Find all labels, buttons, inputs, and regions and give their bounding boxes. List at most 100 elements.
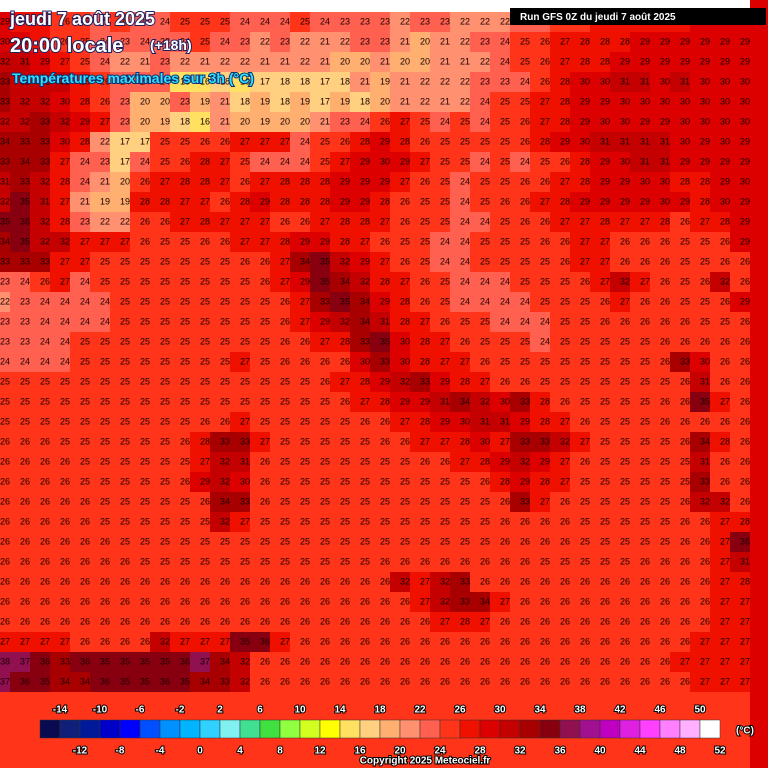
cell-value: 28 xyxy=(400,316,410,326)
cell-fill xyxy=(10,232,30,252)
cell-value: 28 xyxy=(200,436,210,446)
cell-value: 26 xyxy=(660,416,670,426)
cell-fill xyxy=(110,72,130,92)
cell-value: 22 xyxy=(460,16,470,26)
cell-value: 25 xyxy=(640,376,650,386)
cell-value: 30 xyxy=(600,116,610,126)
cell-value: 25 xyxy=(260,516,270,526)
cell-fill xyxy=(430,512,450,532)
cell-fill xyxy=(110,272,130,292)
cell-value: 26 xyxy=(360,576,370,586)
cell-value: 25 xyxy=(400,496,410,506)
cell-fill xyxy=(390,272,410,292)
cell-value: 28 xyxy=(380,196,390,206)
cell-fill xyxy=(50,372,70,392)
cell-value: 22 xyxy=(500,16,510,26)
cell-fill xyxy=(210,352,230,372)
cell-value: 26 xyxy=(360,636,370,646)
cell-value: 25 xyxy=(200,256,210,266)
legend-swatch xyxy=(419,719,441,739)
cell-fill xyxy=(130,112,150,132)
cell-fill xyxy=(390,72,410,92)
cell-fill xyxy=(0,132,10,152)
cell-value: 27 xyxy=(560,56,570,66)
cell-fill xyxy=(190,252,210,272)
cell-fill xyxy=(490,492,510,512)
cell-fill xyxy=(390,412,410,432)
cell-fill xyxy=(90,232,110,252)
cell-fill xyxy=(130,152,150,172)
cell-value: 25 xyxy=(400,236,410,246)
cell-value: 25 xyxy=(520,336,530,346)
cell-value: 25 xyxy=(220,16,230,26)
cell-value: 25 xyxy=(620,456,630,466)
cell-value: 26 xyxy=(400,636,410,646)
cell-fill xyxy=(150,312,170,332)
cell-fill xyxy=(190,152,210,172)
cell-fill xyxy=(90,172,110,192)
cell-fill xyxy=(470,332,490,352)
cell-value: 25 xyxy=(100,496,110,506)
cell-value: 25 xyxy=(140,336,150,346)
cell-value: 24 xyxy=(520,156,530,166)
cell-value: 22 xyxy=(340,36,350,46)
cell-fill xyxy=(10,312,30,332)
cell-value: 25 xyxy=(280,396,290,406)
cell-value: 26 xyxy=(20,576,30,586)
cell-value: 26 xyxy=(400,656,410,666)
cell-value: 26 xyxy=(600,676,610,686)
cell-fill xyxy=(110,132,130,152)
legend-label: 14 xyxy=(334,705,346,716)
cell-value: 25 xyxy=(140,496,150,506)
cell-fill xyxy=(470,52,490,72)
cell-value: 33 xyxy=(60,656,70,666)
cell-value: 26 xyxy=(180,576,190,586)
cell-fill xyxy=(10,432,30,452)
cell-value: 25 xyxy=(500,116,510,126)
cell-fill xyxy=(0,472,10,492)
cell-fill xyxy=(690,232,710,252)
cell-fill xyxy=(210,412,230,432)
cell-value: 26 xyxy=(420,556,430,566)
cell-value: 25 xyxy=(300,16,310,26)
cell-value: 32 xyxy=(0,196,10,206)
cell-value: 26 xyxy=(540,36,550,46)
cell-value: 25 xyxy=(140,416,150,426)
cell-fill xyxy=(710,52,730,72)
cell-value: 25 xyxy=(200,356,210,366)
cell-value: 25 xyxy=(360,516,370,526)
cell-value: 32 xyxy=(40,216,50,226)
cell-fill xyxy=(170,232,190,252)
cell-value: 24 xyxy=(500,276,510,286)
cell-value: 26 xyxy=(220,416,230,426)
cell-fill xyxy=(450,192,470,212)
cell-fill xyxy=(170,92,190,112)
cell-value: 26 xyxy=(660,316,670,326)
cell-fill xyxy=(490,52,510,72)
cell-fill xyxy=(130,352,150,372)
cell-fill xyxy=(270,212,290,232)
cell-fill xyxy=(290,92,310,112)
cell-fill xyxy=(450,332,470,352)
cell-value: 25 xyxy=(580,356,590,366)
cell-value: 26 xyxy=(340,676,350,686)
cell-fill xyxy=(630,52,650,72)
cell-value: 26 xyxy=(720,456,730,466)
cell-fill xyxy=(430,172,450,192)
cell-fill xyxy=(590,252,610,272)
cell-value: 25 xyxy=(200,276,210,286)
cell-fill xyxy=(730,252,750,272)
cell-value: 31 xyxy=(640,156,650,166)
cell-fill xyxy=(330,172,350,192)
cell-fill xyxy=(510,72,530,92)
cell-value: 29 xyxy=(700,36,710,46)
cell-value: 32 xyxy=(360,276,370,286)
cell-value: 25 xyxy=(260,336,270,346)
cell-value: 29 xyxy=(580,196,590,206)
cell-fill xyxy=(710,152,730,172)
cell-value: 28 xyxy=(580,36,590,46)
cell-fill xyxy=(610,192,630,212)
cell-fill xyxy=(90,512,110,532)
cell-value: 26 xyxy=(40,436,50,446)
cell-value: 26 xyxy=(500,676,510,686)
